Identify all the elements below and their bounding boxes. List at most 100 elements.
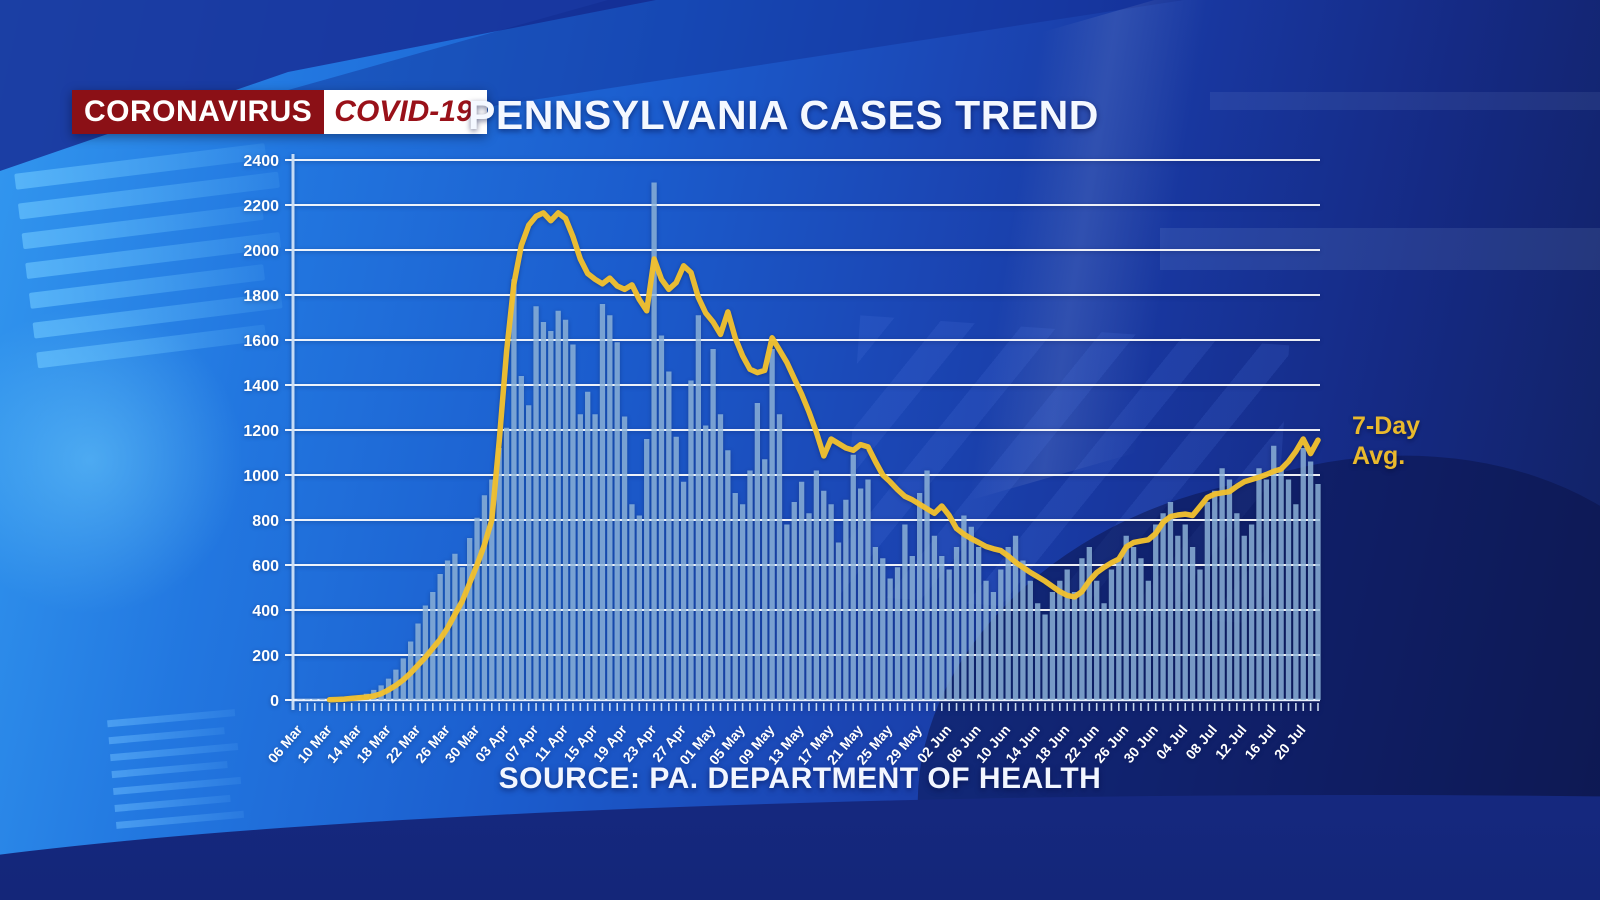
daily-cases-bar — [1130, 547, 1137, 700]
daily-cases-bar — [496, 448, 502, 700]
y-tick-label: 800 — [252, 513, 279, 530]
daily-cases-bar — [1064, 569, 1070, 700]
y-tick-label: 1000 — [243, 468, 279, 485]
daily-cases-bar — [1094, 580, 1100, 700]
daily-cases-bar — [1197, 569, 1203, 700]
daily-cases-bar — [555, 310, 561, 700]
daily-cases-bar — [651, 182, 657, 700]
daily-cases-bar — [319, 698, 325, 700]
daily-cases-bar — [1278, 468, 1284, 700]
daily-cases-bar — [968, 526, 974, 700]
daily-cases-bar — [658, 335, 665, 700]
daily-cases-bar — [710, 349, 716, 700]
y-tick-label: 2400 — [243, 153, 279, 170]
daily-cases-bar — [776, 414, 783, 700]
daily-cases-bar — [828, 504, 834, 700]
daily-cases-bar — [769, 349, 775, 700]
daily-cases-bar — [607, 315, 613, 700]
daily-cases-bar — [931, 535, 938, 700]
daily-cases-bar — [1241, 535, 1247, 700]
daily-cases-bar — [1005, 547, 1011, 700]
daily-cases-bar — [1153, 524, 1159, 700]
daily-cases-bar — [585, 391, 591, 700]
daily-cases-bar — [843, 499, 849, 700]
daily-cases-bar — [1167, 502, 1174, 700]
daily-cases-bar — [747, 470, 753, 700]
daily-cases-bar — [459, 567, 465, 700]
daily-cases-bar — [1271, 445, 1277, 700]
daily-cases-bar — [518, 376, 524, 700]
decorative-stripe — [108, 727, 225, 745]
y-tick-label: 1200 — [243, 423, 279, 440]
cases-trend-chart: 0 200 400 600 800 1000 1200 1400 1600 1800 2000 220… — [230, 140, 1420, 785]
daily-cases-bar — [850, 454, 856, 700]
y-tick-label: 2000 — [243, 243, 279, 260]
daily-cases-bar — [813, 470, 820, 700]
daily-cases-bar — [304, 699, 311, 700]
daily-cases-bar — [688, 380, 694, 700]
daily-cases-bar — [562, 319, 569, 700]
daily-cases-bar — [570, 344, 576, 700]
decorative-stripe — [115, 810, 245, 829]
daily-cases-bar — [644, 439, 650, 700]
cases-trend-chart-svg: 0 200 400 600 800 1000 1200 1400 1600 1800 2000 220… — [243, 153, 1321, 768]
daily-cases-bar — [924, 470, 930, 700]
daily-cases-bar — [939, 556, 945, 700]
badge-covid19-label: COVID-19 — [324, 90, 487, 134]
daily-cases-bar — [577, 414, 583, 700]
daily-cases-bar — [821, 490, 827, 700]
daily-cases-bar — [1123, 535, 1129, 700]
daily-cases-bar — [673, 436, 679, 700]
daily-cases-bar — [533, 306, 539, 700]
daily-cases-bar — [990, 592, 997, 700]
seven-day-avg-line — [326, 210, 1321, 703]
daily-cases-bar — [1263, 479, 1270, 700]
x-tick-label: 20 Jul — [1271, 722, 1309, 763]
daily-cases-bar — [732, 493, 738, 700]
daily-cases-bar — [1307, 461, 1314, 700]
decorative-stripe — [111, 761, 228, 779]
daily-cases-bar — [621, 416, 628, 700]
daily-cases-bar — [474, 517, 480, 700]
daily-cases-bar — [857, 488, 864, 700]
daily-cases-bar — [865, 479, 871, 700]
daily-cases-bar — [725, 450, 731, 700]
daily-cases-bar — [953, 547, 960, 700]
daily-cases-bar — [1086, 547, 1092, 700]
y-tick-label: 1600 — [243, 333, 279, 350]
x-tick-label: 04 Jul — [1153, 722, 1191, 763]
daily-cases-bar — [481, 495, 488, 700]
daily-cases-bar — [1042, 614, 1048, 700]
daily-cases-bar — [916, 493, 923, 700]
daily-cases-bar — [422, 605, 429, 700]
daily-cases-bar — [1020, 560, 1026, 700]
daily-cases-bar — [894, 567, 901, 700]
x-tick-label: 16 Jul — [1241, 722, 1279, 763]
y-tick-label: 400 — [252, 603, 279, 620]
daily-cases-bar — [887, 578, 893, 700]
daily-cases-bar — [1138, 558, 1144, 700]
daily-cases-bar — [1256, 468, 1262, 700]
seven-day-avg-label-line2: Avg. — [1352, 441, 1406, 470]
daily-cases-bar — [880, 558, 886, 700]
daily-cases-bar — [1145, 580, 1151, 700]
daily-cases-bar — [511, 279, 517, 700]
daily-cases-bar — [636, 515, 642, 700]
daily-cases-bar — [1175, 535, 1181, 700]
y-tick-label: 1800 — [243, 288, 279, 305]
seven-day-avg-label-line1: 7-Day — [1352, 412, 1421, 440]
daily-cases-bar — [872, 547, 879, 700]
daily-cases-bar — [717, 414, 724, 700]
seven-day-avg-label: 7-Day Avg. — [1352, 412, 1420, 471]
daily-cases-bar — [909, 556, 915, 700]
daily-cases-bar — [1116, 558, 1122, 700]
daily-cases-bar — [1315, 484, 1321, 700]
daily-cases-bar — [1285, 479, 1292, 700]
y-tick-label: 2200 — [243, 198, 279, 215]
decorative-stripe — [114, 794, 231, 812]
daily-cases-bar — [703, 425, 709, 700]
daily-cases-bar — [1182, 524, 1188, 700]
daily-cases-bar — [489, 479, 495, 700]
y-tick-label: 600 — [252, 558, 279, 575]
